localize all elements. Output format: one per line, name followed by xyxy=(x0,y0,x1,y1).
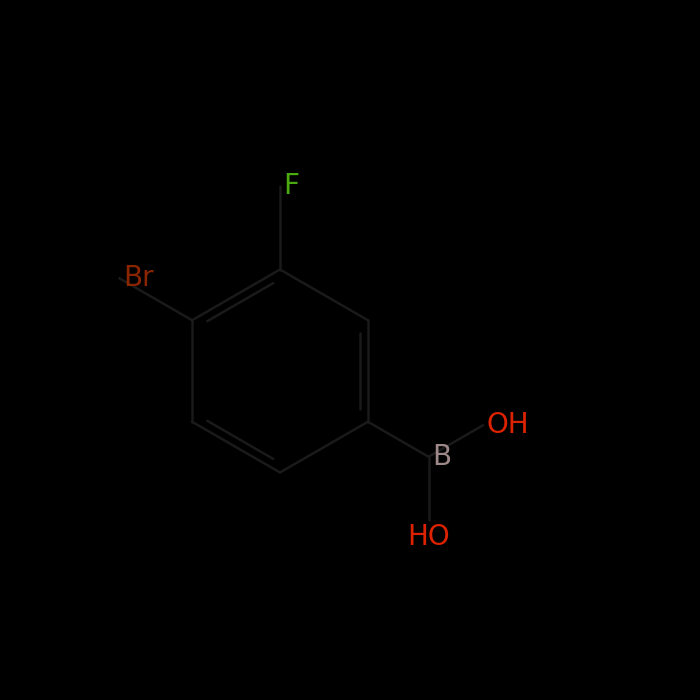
Text: HO: HO xyxy=(407,524,450,552)
Text: B: B xyxy=(432,443,451,471)
Text: Br: Br xyxy=(123,264,153,293)
Text: F: F xyxy=(284,172,300,200)
Text: OH: OH xyxy=(486,412,529,440)
